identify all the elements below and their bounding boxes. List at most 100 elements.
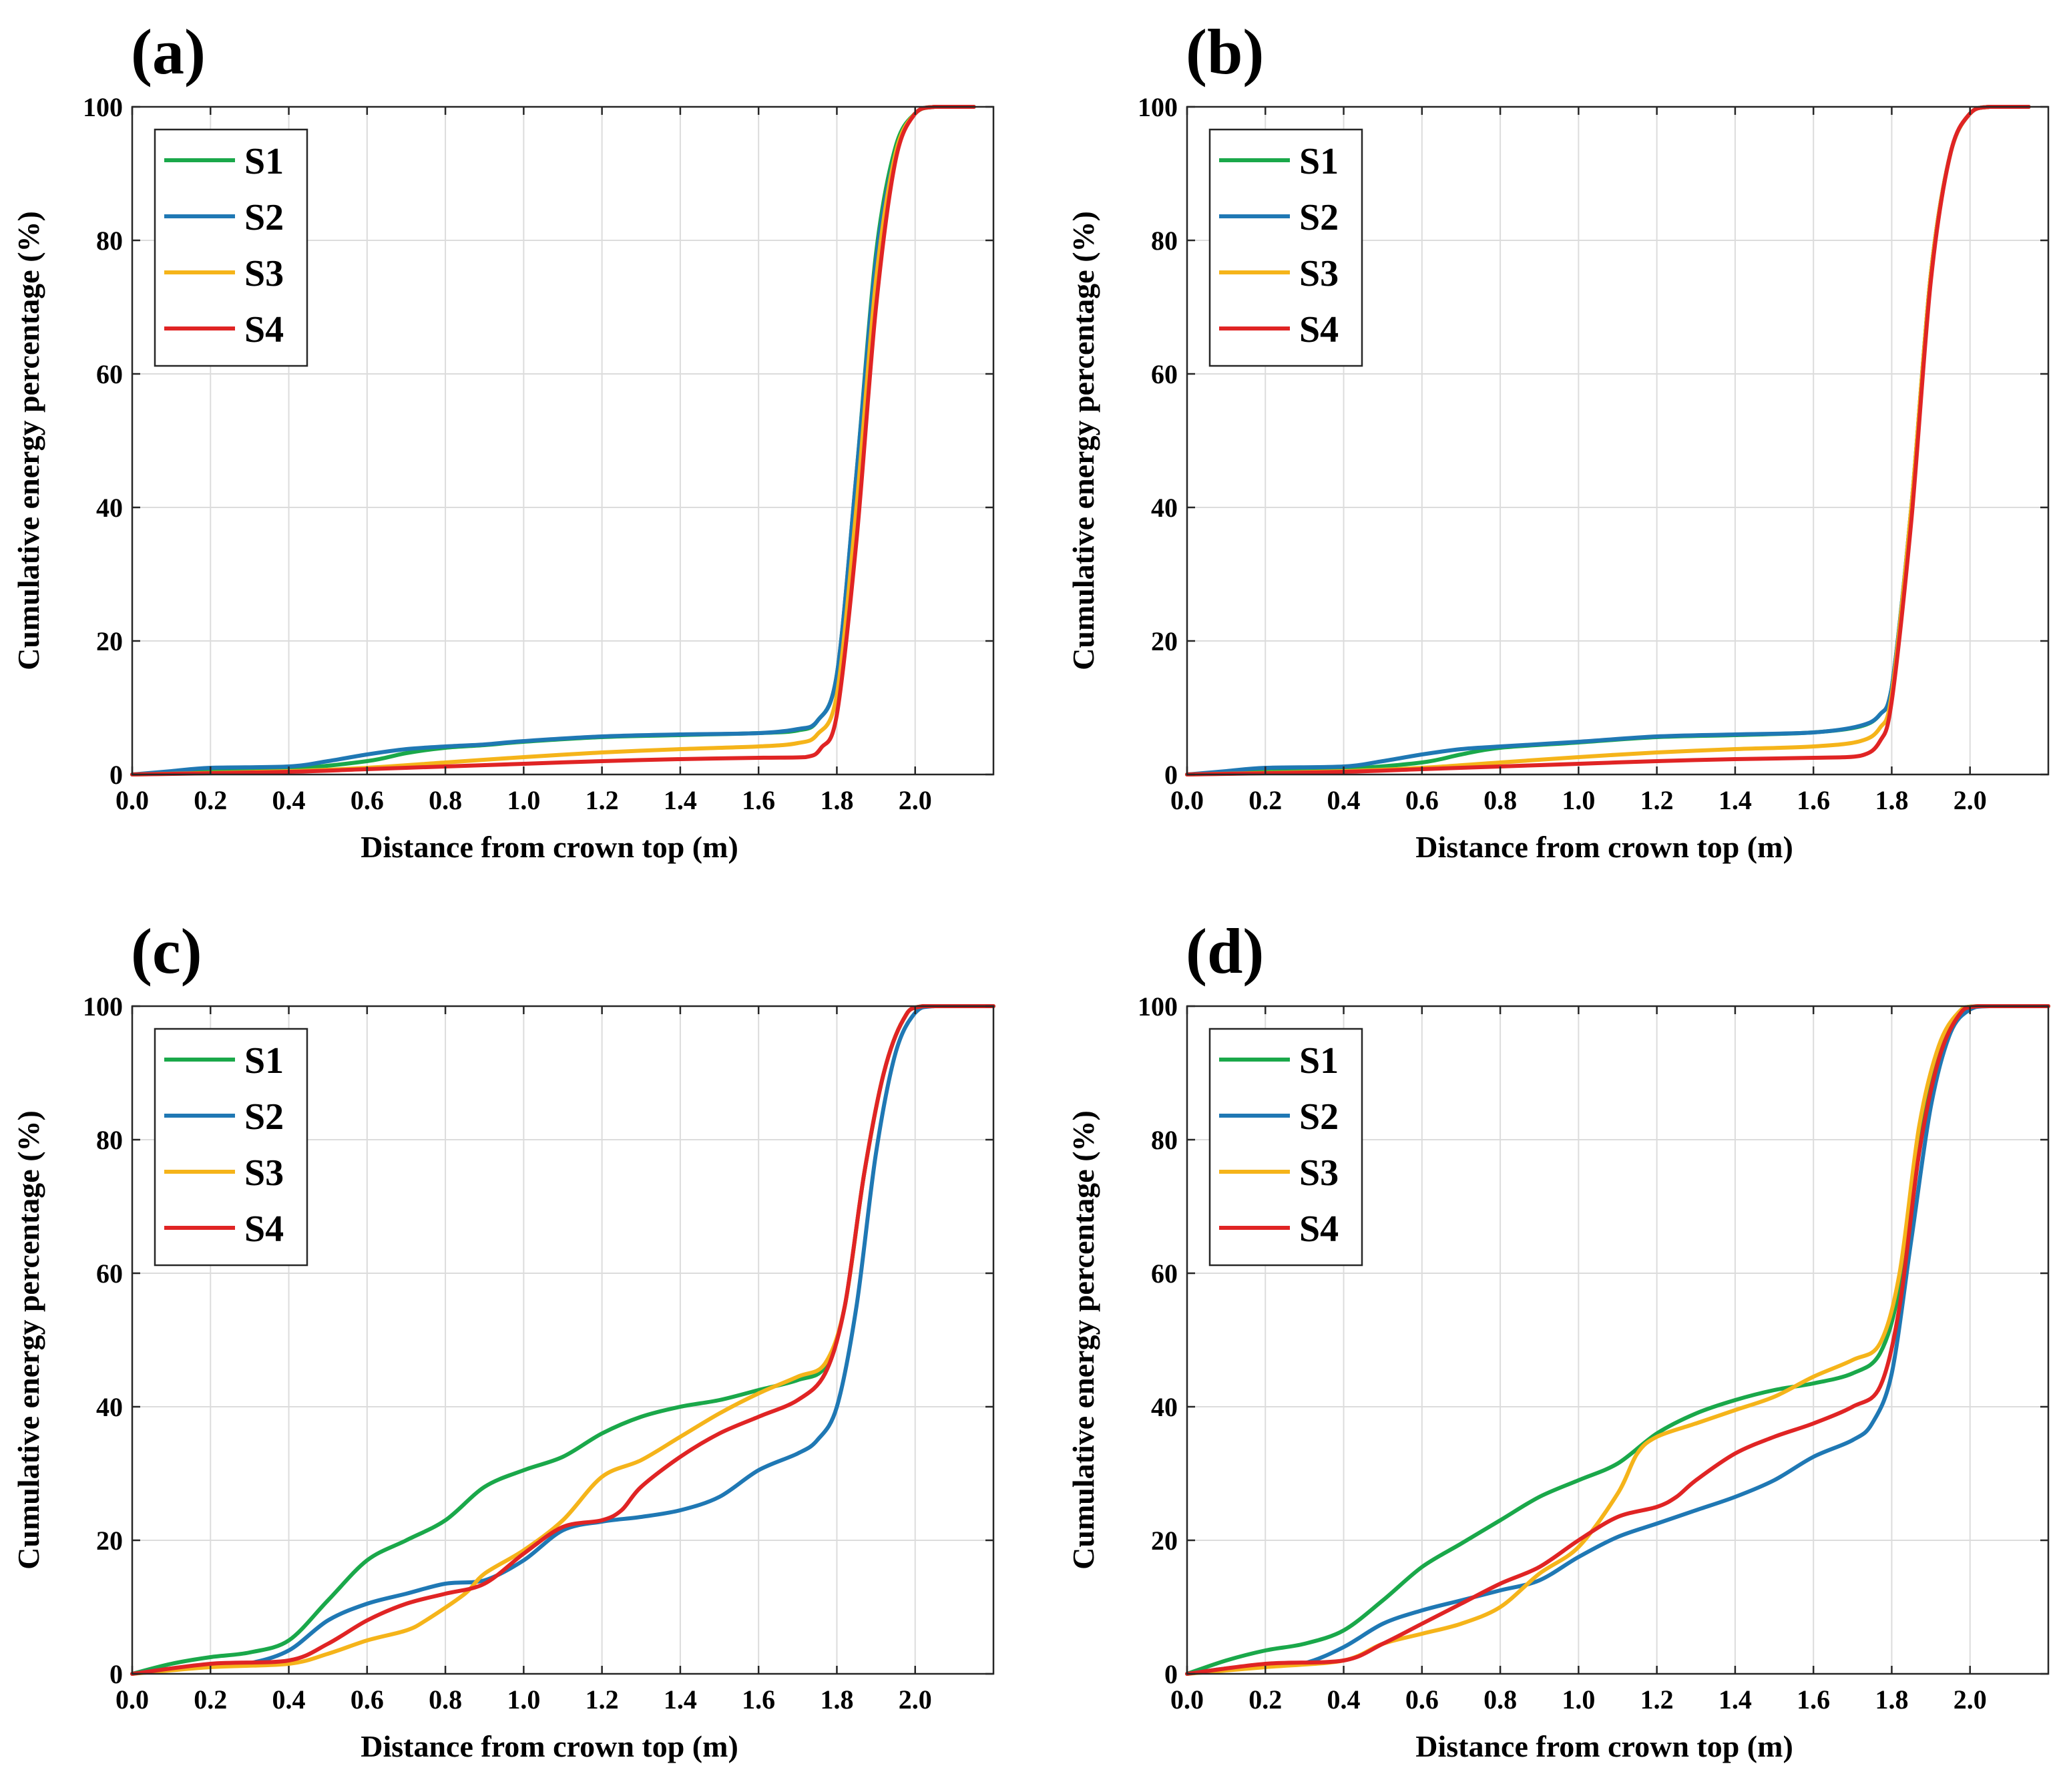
y-tick-label: 0 (1164, 760, 1178, 790)
x-tick-label: 1.6 (742, 785, 775, 815)
plot-frame (131, 105, 995, 776)
x-tick-label: 0.2 (1248, 785, 1282, 815)
x-tick-label: 1.2 (1640, 1685, 1674, 1715)
legend-label-s3: S3 (1299, 253, 1339, 294)
y-tick-label: 0 (109, 1659, 123, 1689)
y-tick-label: 100 (83, 92, 123, 122)
x-tick-label: 1.8 (820, 1685, 853, 1715)
legend: S1 S2 S3 S4 (154, 1028, 308, 1267)
legend: S1 S2 S3 S4 (1208, 1028, 1363, 1267)
x-tick-label: 0.8 (1483, 785, 1517, 815)
x-tick-label: 1.2 (586, 785, 619, 815)
x-tick-label: 1.8 (1875, 785, 1908, 815)
panel-label: (b) (1186, 16, 1264, 87)
y-axis-title: Cumulative energy percentage (%) (1066, 211, 1100, 670)
x-tick-label: 1.0 (507, 785, 540, 815)
series-line-s4 (130, 105, 976, 776)
x-tick-label: 1.6 (1797, 785, 1830, 815)
legend-label-s1: S1 (244, 1040, 284, 1082)
x-tick-label: 1.2 (586, 1685, 619, 1715)
x-tick-label: 2.0 (1954, 785, 1987, 815)
legend-label-s3: S3 (1299, 1152, 1339, 1194)
legend-label-s4: S4 (244, 1208, 284, 1250)
x-axis-title: Distance from crown top (m) (1415, 1729, 1793, 1763)
y-tick-label: 60 (1151, 359, 1178, 389)
legend-label-s2: S2 (244, 197, 284, 238)
y-tick-label: 40 (96, 493, 123, 523)
legend-label-s3: S3 (244, 253, 284, 294)
x-tick-label: 2.0 (899, 1685, 932, 1715)
x-tick-label: 2.0 (899, 785, 932, 815)
x-tick-label: 0.2 (194, 785, 227, 815)
y-tick-label: 80 (96, 1125, 123, 1155)
x-tick-label: 0.8 (429, 1685, 462, 1715)
y-tick-label: 40 (1151, 1392, 1178, 1422)
x-tick-label: 0.0 (116, 1685, 149, 1715)
legend-label-s2: S2 (1299, 197, 1339, 238)
y-tick-label: 80 (96, 226, 123, 256)
y-tick-label: 20 (1151, 1526, 1178, 1556)
legend: S1 S2 S3 S4 (1208, 128, 1363, 367)
y-tick-label: 0 (109, 760, 123, 790)
x-tick-label: 0.2 (194, 1685, 227, 1715)
panel-a: 0.0 0.2 0.4 0.6 0.8 1.0 1.2 1.4 1.6 1.8 2.0 0 20 40 60… (11, 16, 995, 864)
legend-label-s1: S1 (1299, 1040, 1339, 1082)
y-tick-label: 100 (1138, 92, 1178, 122)
x-tick-label: 1.6 (1797, 1685, 1830, 1715)
panel-label: (c) (131, 915, 202, 987)
series-line-s4 (130, 1003, 995, 1676)
legend-label-s1: S1 (244, 141, 284, 182)
y-axis-title: Cumulative energy percentage (%) (11, 211, 45, 670)
y-tick-label: 40 (96, 1392, 123, 1422)
x-tick-label: 1.0 (1562, 785, 1595, 815)
x-tick-label: 1.8 (820, 785, 853, 815)
legend-label-s3: S3 (244, 1152, 284, 1194)
legend: S1 S2 S3 S4 (154, 128, 308, 367)
x-tick-label: 1.0 (507, 1685, 540, 1715)
x-tick-label: 0.2 (1248, 1685, 1282, 1715)
series-line-s3 (1185, 1003, 2050, 1676)
x-tick-label: 0.0 (1170, 1685, 1204, 1715)
legend-label-s2: S2 (1299, 1096, 1339, 1138)
panel-label: (d) (1186, 915, 1264, 987)
y-tick-label: 100 (1138, 991, 1178, 1022)
y-tick-label: 60 (1151, 1259, 1178, 1289)
y-tick-label: 40 (1151, 493, 1178, 523)
x-tick-label: 1.2 (1640, 785, 1674, 815)
series-line-s4 (1185, 105, 2031, 776)
x-tick-label: 0.4 (272, 1685, 306, 1715)
x-axis-title: Distance from crown top (m) (361, 830, 738, 864)
y-tick-label: 20 (96, 1526, 123, 1556)
y-tick-label: 60 (96, 359, 123, 389)
plot-frame (131, 1005, 995, 1675)
y-tick-label: 0 (1164, 1659, 1178, 1689)
x-axis-title: Distance from crown top (m) (1415, 830, 1793, 864)
x-tick-label: 0.8 (1483, 1685, 1517, 1715)
x-axis-title: Distance from crown top (m) (361, 1729, 738, 1763)
x-tick-label: 1.8 (1875, 1685, 1908, 1715)
x-tick-label: 1.0 (1562, 1685, 1595, 1715)
y-tick-label: 100 (83, 991, 123, 1022)
x-tick-label: 0.6 (1405, 1685, 1439, 1715)
x-tick-label: 0.6 (1405, 785, 1439, 815)
legend-label-s1: S1 (1299, 141, 1339, 182)
legend-label-s2: S2 (244, 1096, 284, 1138)
series-line-s4 (1185, 1003, 2050, 1676)
x-tick-label: 0.8 (429, 785, 462, 815)
panel-b: 0.0 0.2 0.4 0.6 0.8 1.0 1.2 1.4 1.6 1.8 2.0 0 20 40 60… (1066, 16, 2050, 864)
series-line-s1 (1185, 1003, 2050, 1676)
x-tick-label: 1.4 (664, 1685, 697, 1715)
y-axis-title: Cumulative energy percentage (%) (1066, 1110, 1100, 1570)
x-tick-label: 0.4 (272, 785, 306, 815)
x-tick-label: 0.4 (1327, 1685, 1361, 1715)
x-tick-label: 0.0 (1170, 785, 1204, 815)
legend-label-s4: S4 (244, 309, 284, 351)
panel-d: 0.0 0.2 0.4 0.6 0.8 1.0 1.2 1.4 1.6 1.8 2.0 0 20 40 60… (1066, 915, 2050, 1763)
series-line-s2 (1185, 1003, 2050, 1676)
legend-label-s4: S4 (1299, 1208, 1339, 1250)
x-tick-label: 0.6 (351, 785, 384, 815)
plot-frame (1186, 105, 2050, 776)
x-tick-label: 0.0 (116, 785, 149, 815)
plot-frame (1186, 1005, 2050, 1675)
